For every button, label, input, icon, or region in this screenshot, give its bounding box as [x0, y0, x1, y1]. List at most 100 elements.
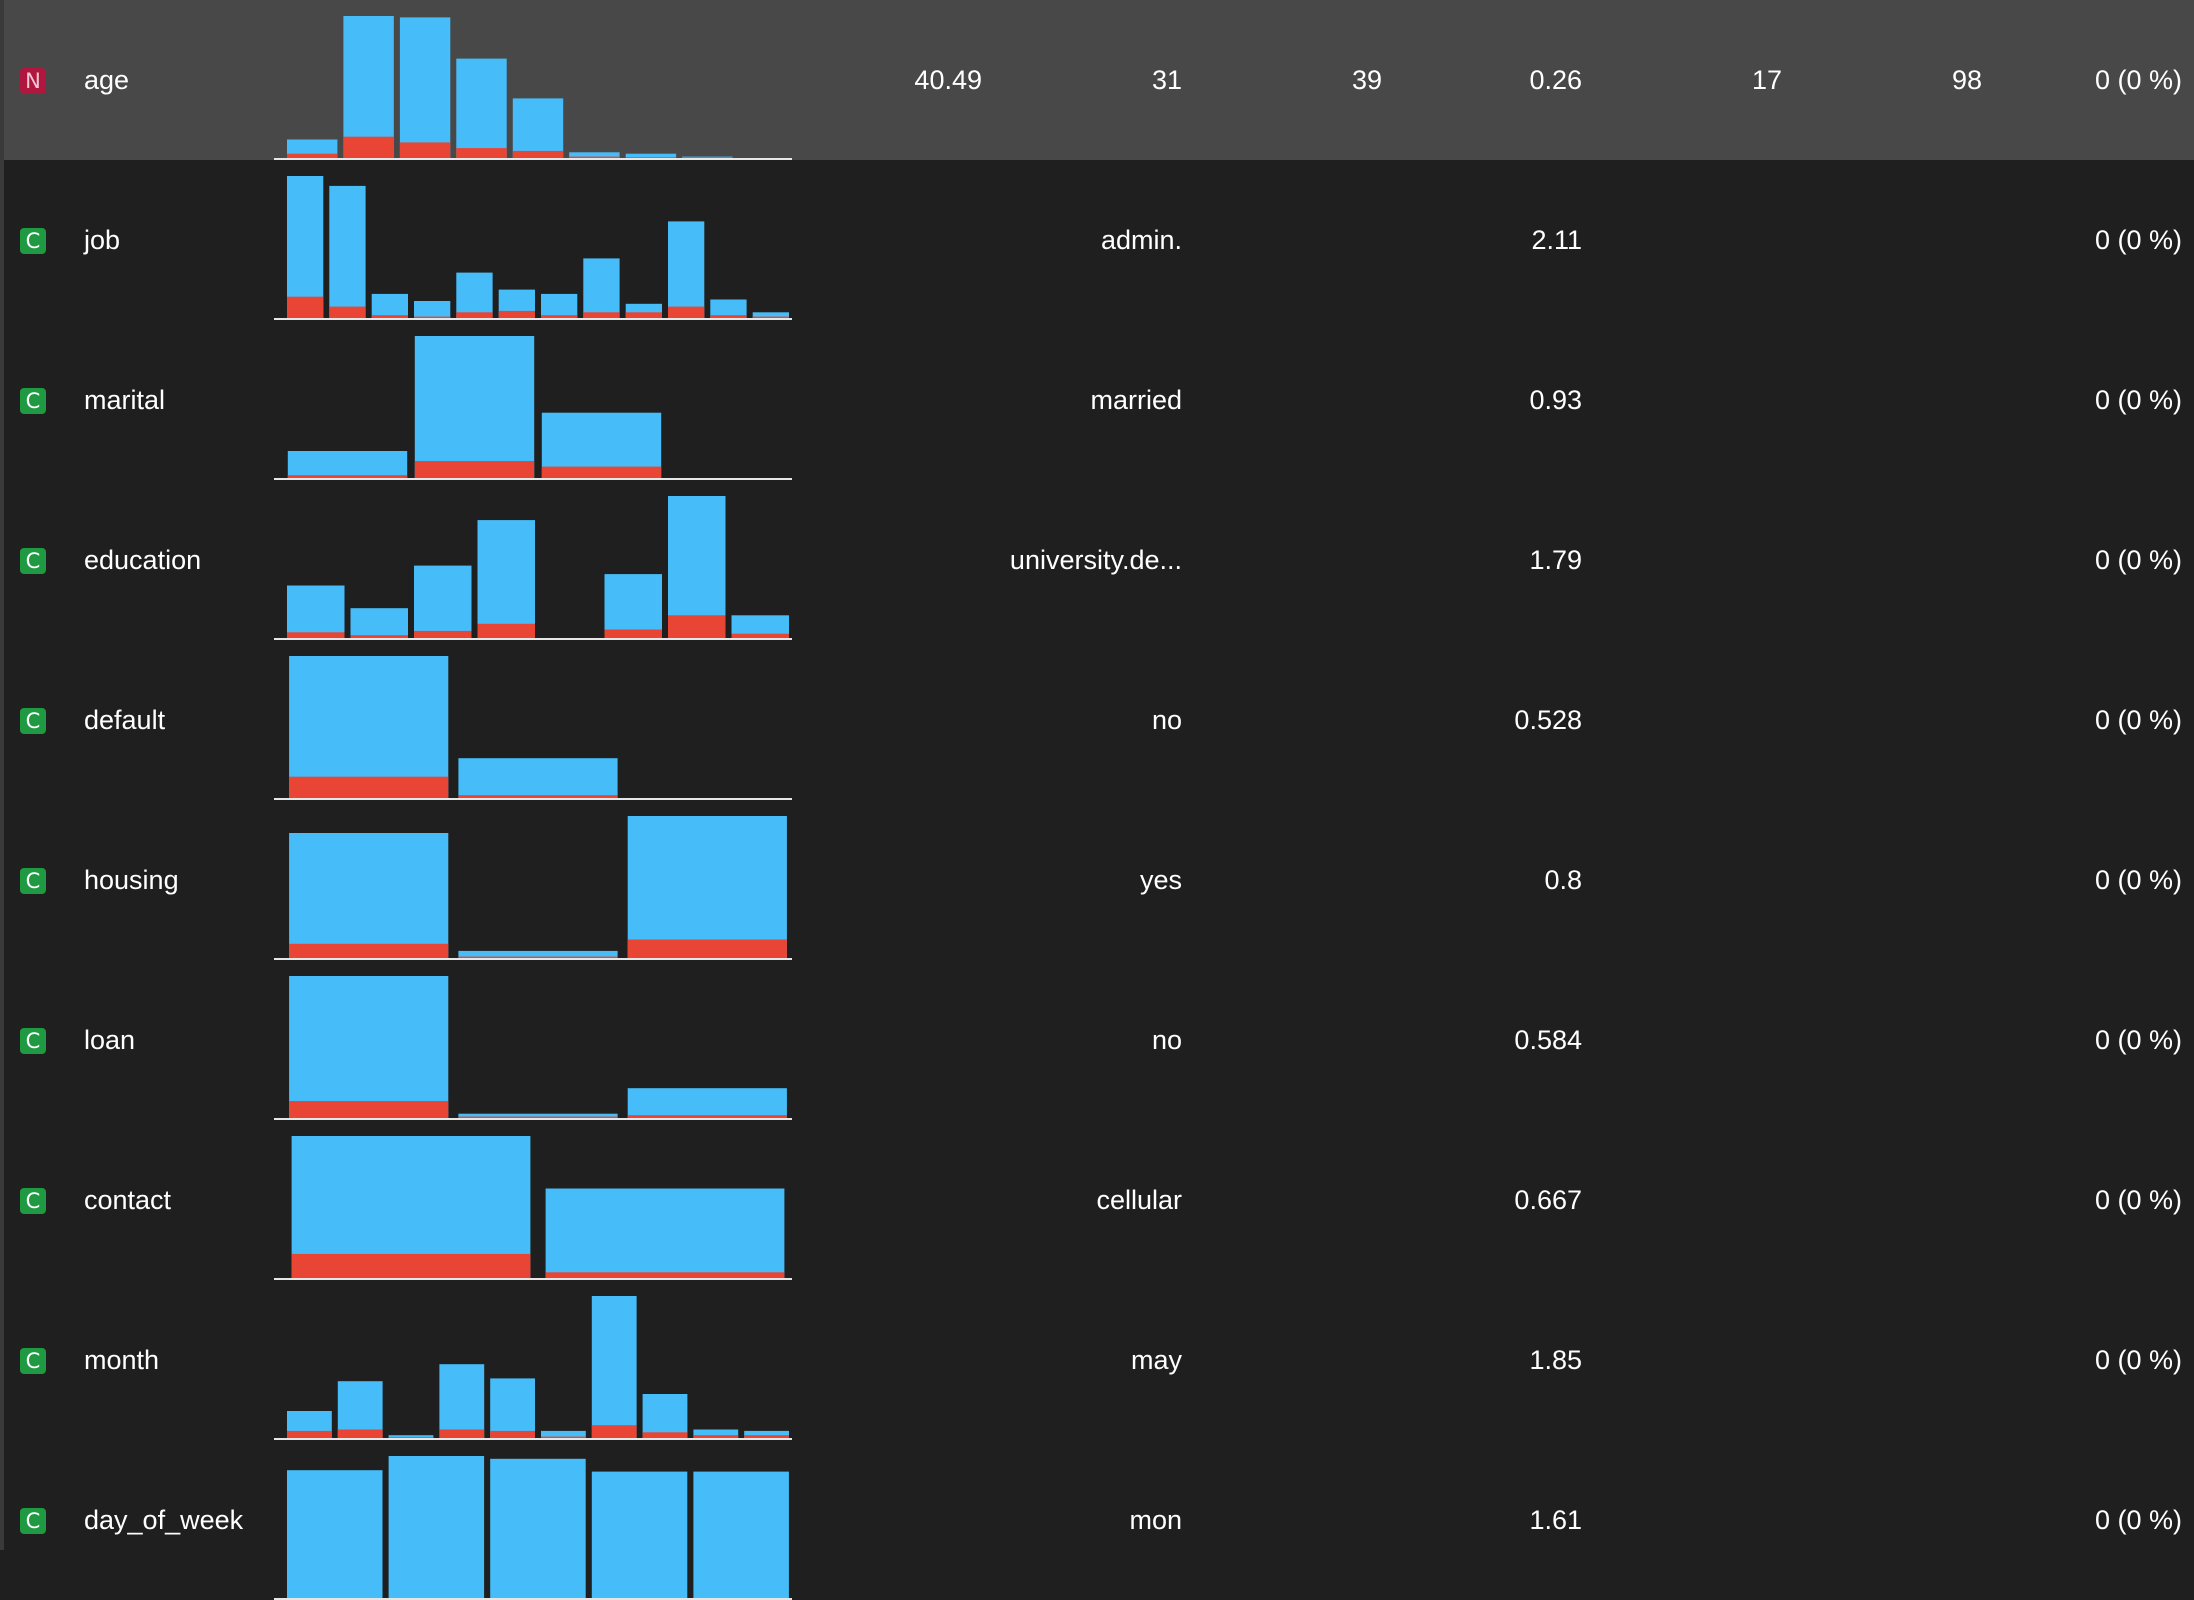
histogram-bar-highlight [287, 153, 338, 158]
histogram-bar-highlight [289, 776, 449, 798]
histogram-bar [744, 1430, 789, 1438]
histogram-bar [458, 758, 618, 798]
categorical-type-icon: C [20, 1028, 46, 1054]
histogram-bar-highlight [414, 316, 451, 318]
histogram-bar [591, 1471, 688, 1598]
histogram-bar [642, 1394, 688, 1438]
histogram-bar [388, 1435, 434, 1438]
histogram-bar [604, 574, 662, 638]
categorical-type-icon: C [20, 868, 46, 894]
histogram-bar-highlight [642, 1432, 688, 1438]
histogram-bar [414, 565, 472, 638]
min-value: 17 [1751, 65, 1782, 95]
histogram-bar-highlight [456, 148, 507, 158]
histogram-bar [512, 98, 564, 158]
histogram-bar-highlight [591, 1425, 637, 1438]
histogram-bar-highlight [477, 623, 535, 638]
dispersion-value: 0.667 [1514, 1185, 1582, 1215]
dispersion-value: 0.93 [1529, 385, 1582, 415]
histogram-bar [388, 1456, 485, 1598]
histogram-bar [569, 152, 620, 158]
histogram-bar-highlight [710, 315, 747, 318]
variable-name: age [84, 65, 130, 95]
histogram-bar [668, 221, 705, 318]
missing-value: 0 (0 %) [2094, 1025, 2182, 1055]
dispersion-value: 1.79 [1529, 545, 1582, 575]
mode-value: no [1151, 705, 1182, 735]
mode-value: mon [1129, 1505, 1182, 1535]
histogram-bar [456, 272, 493, 318]
variable-name: education [84, 545, 202, 575]
distribution-histogram [274, 656, 792, 800]
histogram-bar-highlight [545, 1272, 785, 1278]
histogram-bar-highlight [414, 630, 472, 638]
missing-value: 0 (0 %) [2094, 1505, 2182, 1535]
histogram-bar-highlight [414, 461, 535, 478]
distribution-histogram [274, 176, 792, 320]
histogram-bar [490, 1458, 586, 1598]
histogram-bar-highlight [693, 1435, 739, 1438]
dispersion-value: 0.528 [1514, 705, 1582, 735]
histogram-bar-highlight [604, 629, 662, 638]
categorical-type-icon: C [20, 548, 46, 574]
distribution-histogram [274, 816, 792, 960]
histogram-bar-highlight [287, 296, 324, 318]
dispersion-value: 1.85 [1529, 1345, 1582, 1375]
dispersion-value: 0.26 [1529, 65, 1582, 95]
histogram-bar [477, 520, 535, 638]
histogram-bar-highlight [458, 956, 618, 958]
histogram-bar-highlight [291, 1253, 531, 1278]
histogram-bar [289, 976, 449, 1118]
histogram-bar [693, 1429, 739, 1438]
histogram-bar [337, 1381, 383, 1438]
histogram-bar [458, 1113, 618, 1118]
histogram-bar [399, 17, 451, 159]
histogram-bar-highlight [512, 150, 564, 158]
missing-value: 0 (0 %) [2094, 865, 2182, 895]
histogram-bar-highlight [668, 306, 705, 318]
missing-value: 0 (0 %) [2094, 1345, 2182, 1375]
missing-value: 0 (0 %) [2094, 545, 2182, 575]
histogram-bar-highlight [569, 156, 620, 158]
histogram-bar-highlight [371, 315, 408, 318]
histogram-bar-highlight [439, 1429, 485, 1438]
distribution-histogram [274, 1136, 792, 1280]
histogram-bar-highlight [752, 316, 789, 318]
histogram-bar-highlight [458, 1116, 618, 1118]
histogram-bar-highlight [490, 1430, 535, 1438]
mode-value: married [1090, 385, 1182, 415]
histogram-bar [752, 312, 789, 318]
dispersion-value: 1.61 [1529, 1505, 1582, 1535]
histogram-bar [625, 153, 677, 158]
histogram-bar-highlight [541, 315, 578, 318]
histogram-bar-highlight [541, 1436, 586, 1438]
histogram-bar-highlight [541, 466, 662, 478]
histogram-bar [731, 615, 789, 638]
histogram-bar-highlight [456, 312, 493, 318]
variable-name: default [84, 705, 166, 735]
mode-value: 31 [1151, 65, 1182, 95]
histogram-bar [287, 585, 345, 638]
variable-name: month [84, 1345, 160, 1375]
distribution-histogram [274, 1296, 792, 1440]
mean-value: 40.49 [914, 65, 982, 95]
histogram-bar-highlight [287, 1430, 332, 1438]
histogram-bar-highlight [583, 312, 620, 318]
histogram-bar [289, 833, 449, 958]
histogram-bar-highlight [731, 633, 789, 638]
histogram-bar [456, 58, 507, 158]
mode-value: no [1151, 1025, 1182, 1055]
histogram-bar-highlight [388, 1437, 434, 1438]
max-value: 98 [1951, 65, 1982, 95]
